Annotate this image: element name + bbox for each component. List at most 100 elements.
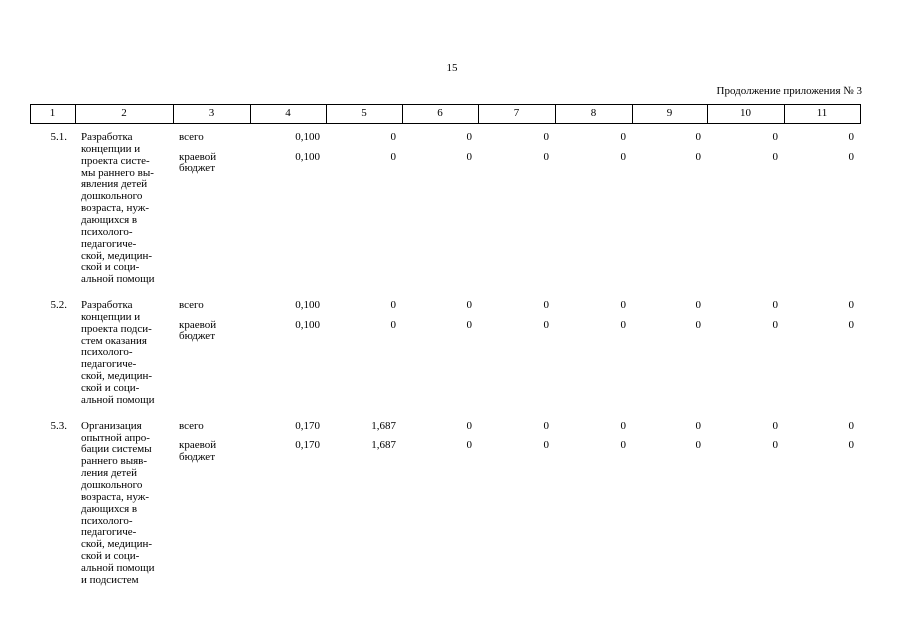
row-number: 5.2. <box>50 299 68 312</box>
value-cell: 1,687 <box>371 439 396 452</box>
page-number: 15 <box>446 62 458 74</box>
row-name: возраста, нуж- <box>81 202 150 215</box>
value-cell: 0 <box>848 299 855 312</box>
header-cell: 8 <box>590 107 597 119</box>
table-border <box>30 123 861 124</box>
value-cell: 0 <box>466 150 473 163</box>
row-name: психолого- <box>81 225 133 238</box>
table-border <box>784 104 785 123</box>
row-name: ления детей <box>81 467 138 480</box>
row-name: дошкольного <box>81 478 143 491</box>
value-cell: 0,100 <box>295 318 320 331</box>
value-cell: 0,170 <box>295 419 320 432</box>
value-cell: 0 <box>772 419 779 432</box>
value-cell: 0 <box>620 150 627 163</box>
value-cell: 0 <box>695 150 702 163</box>
row-name: ской и соци- <box>81 382 140 394</box>
value-cell: 0 <box>620 419 627 432</box>
row-name: бации системы <box>81 443 152 456</box>
value-cell: 0,170 <box>295 439 320 452</box>
table-border <box>555 104 556 123</box>
row-name: дающихся в <box>81 502 138 515</box>
value-cell: 0 <box>543 131 550 143</box>
value-cell: 0 <box>848 318 855 331</box>
table-border <box>30 104 31 123</box>
value-cell: 0 <box>620 439 627 452</box>
row-name: концепции и <box>81 142 141 155</box>
table-border <box>478 104 479 123</box>
value-cell: 0 <box>466 131 473 143</box>
value-cell: 0 <box>772 439 779 452</box>
row-name: явления детей <box>81 178 148 191</box>
row-name: Разработка <box>81 131 133 143</box>
value-cell: 0 <box>772 318 779 331</box>
value-cell: 0 <box>390 131 397 143</box>
row-name: педагогиче- <box>81 526 137 539</box>
table-border <box>860 104 861 123</box>
row-name: психолого- <box>81 346 133 359</box>
row-name: педагогиче- <box>81 358 137 371</box>
header-cell: 1 <box>49 107 56 119</box>
header-cell: 7 <box>513 107 520 119</box>
row-name: дошкольного <box>81 190 143 203</box>
value-cell: 0,100 <box>295 150 320 163</box>
value-cell: 0,100 <box>295 299 320 312</box>
value-cell: 0 <box>466 419 473 432</box>
header-cell: 9 <box>666 107 673 119</box>
value-cell: 0 <box>390 318 397 331</box>
source-label: краевой <box>179 318 217 331</box>
value-cell: 0 <box>772 150 779 163</box>
table-border <box>632 104 633 123</box>
value-cell: 0 <box>543 150 550 163</box>
row-name: альной помощи <box>81 561 155 574</box>
header-cell: 4 <box>285 107 291 119</box>
header-cell: 11 <box>816 107 828 119</box>
table-border <box>250 104 251 123</box>
value-cell: 0 <box>620 318 627 331</box>
value-cell: 0 <box>543 439 550 452</box>
row-name: психолого- <box>81 514 133 527</box>
source-label: бюджет <box>179 451 215 464</box>
row-name: ской, медицин- <box>81 538 153 551</box>
header-cell: 6 <box>437 107 443 119</box>
value-cell: 0 <box>620 299 627 312</box>
value-cell: 0 <box>848 439 855 452</box>
row-name: раннего выяв- <box>81 455 148 468</box>
value-cell: 0 <box>848 131 855 143</box>
value-cell: 0 <box>848 419 855 432</box>
value-cell: 0 <box>390 150 397 163</box>
row-name: Организация <box>81 419 142 432</box>
row-name: возраста, нуж- <box>81 490 150 503</box>
value-cell: 0 <box>466 439 473 452</box>
value-cell: 0 <box>543 419 550 432</box>
value-cell: 0 <box>466 318 473 331</box>
row-name: педагогиче- <box>81 237 137 250</box>
caption: Продолжение приложения № 3 <box>716 85 862 97</box>
row-name: концепции и <box>81 310 141 323</box>
value-cell: 0 <box>848 150 855 163</box>
row-name: проекта систе- <box>81 154 150 167</box>
value-cell: 0 <box>772 299 779 312</box>
header-cell: 3 <box>208 107 215 119</box>
value-cell: 0 <box>620 131 627 143</box>
row-name: опытной апро- <box>81 431 150 444</box>
source-label: краевой <box>179 150 217 163</box>
table-border <box>707 104 708 123</box>
header-cell: 10 <box>740 107 751 119</box>
value-cell: 0 <box>695 299 702 312</box>
row-name: Разработка <box>81 299 133 312</box>
table-border <box>326 104 327 123</box>
value-cell: 0 <box>695 439 702 452</box>
source-label: бюджет <box>179 162 215 175</box>
source-label: всего <box>179 299 204 312</box>
row-name: ской, медицин- <box>81 370 153 383</box>
value-cell: 0 <box>695 419 702 432</box>
row-number: 5.1. <box>50 131 68 143</box>
value-cell: 0 <box>543 318 550 331</box>
row-name: дающихся в <box>81 213 138 226</box>
row-name: альной помощи <box>81 273 155 286</box>
row-name: и подсистем <box>81 573 139 586</box>
row-name: ской и соци- <box>81 261 140 274</box>
row-number: 5.3. <box>50 419 68 432</box>
row-name: мы раннего вы- <box>81 166 154 179</box>
